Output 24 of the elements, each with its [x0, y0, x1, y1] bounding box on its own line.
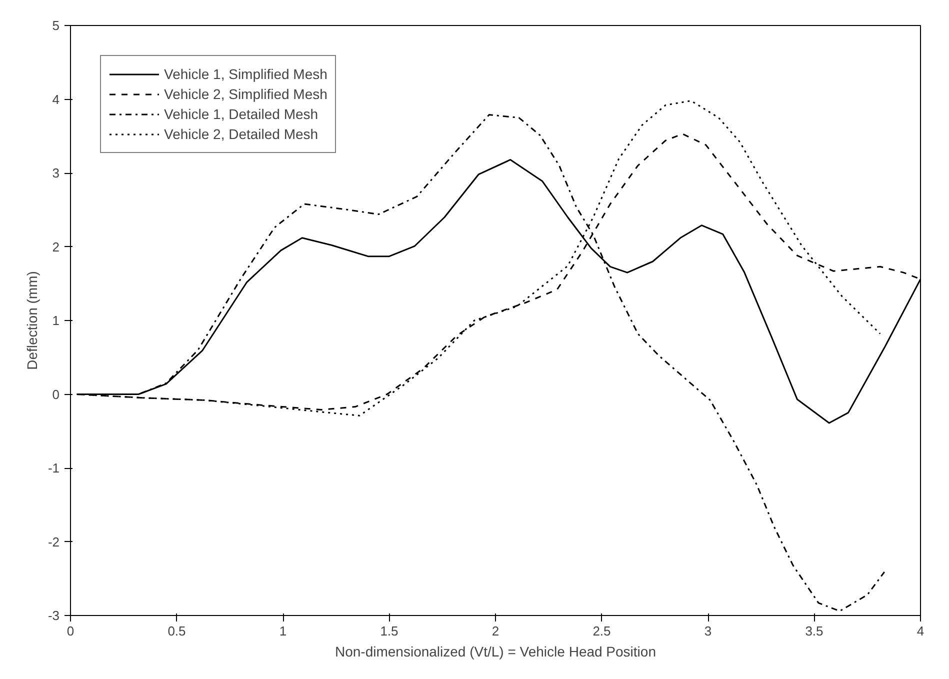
x-tick-label: 1 [279, 624, 287, 638]
y-tick-label: 0 [52, 386, 60, 402]
x-tick-label: 0.5 [168, 624, 186, 638]
legend-label: Vehicle 1, Detailed Mesh [164, 106, 318, 122]
x-tick-label: 3.5 [805, 624, 824, 638]
y-tick-label: 4 [52, 92, 60, 107]
x-tick-label: 4 [916, 624, 924, 638]
x-tick-label: 2.5 [592, 624, 611, 638]
legend-label: Vehicle 2, Detailed Mesh [164, 126, 318, 142]
legend-label: Vehicle 1, Simplified Mesh [164, 66, 328, 82]
y-tick-label: -3 [48, 608, 60, 623]
x-tick-label: 2 [492, 624, 500, 638]
x-axis-title: Non-dimensionalized (Vt/L) = Vehicle Head Position [334, 644, 656, 660]
y-tick-label: -2 [48, 534, 60, 550]
y-tick-label: -1 [48, 460, 60, 476]
y-tick-label: 3 [52, 166, 60, 180]
x-tick-label: 1.5 [380, 624, 398, 638]
x-tick-label: 3 [704, 624, 712, 638]
x-tick-label: 0 [66, 624, 74, 638]
y-axis-title: Deflection (mm) [24, 271, 40, 370]
y-tick-label: 5 [52, 18, 60, 33]
legend-label: Vehicle 2, Simplified Mesh [164, 86, 328, 102]
y-tick-label: 1 [52, 313, 60, 328]
y-tick-label: 2 [52, 239, 60, 254]
